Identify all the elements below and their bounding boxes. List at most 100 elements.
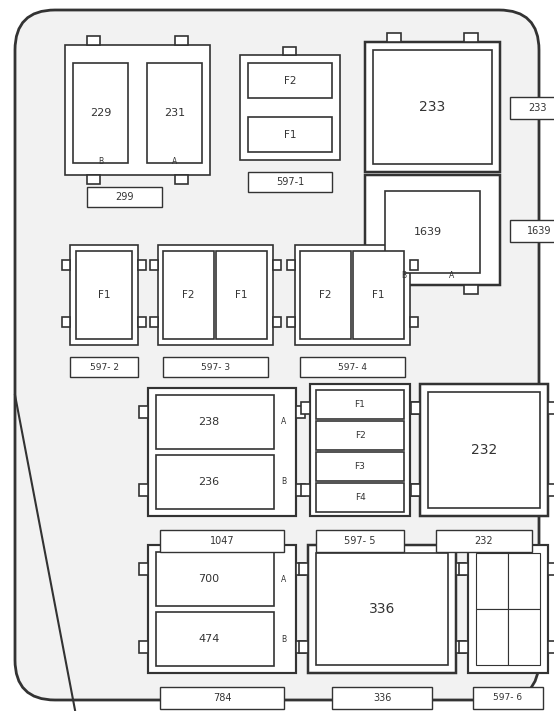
Bar <box>316 530 404 552</box>
Bar <box>87 175 100 184</box>
Text: A: A <box>281 417 286 427</box>
Text: 597-1: 597-1 <box>276 177 304 187</box>
Text: 597- 4: 597- 4 <box>338 363 367 372</box>
Bar <box>301 402 310 414</box>
Bar <box>456 641 465 653</box>
Text: A: A <box>172 156 177 166</box>
Text: 336: 336 <box>373 693 391 703</box>
Text: A: A <box>449 270 454 279</box>
Bar <box>310 384 410 516</box>
Bar <box>175 175 188 184</box>
Text: 1639: 1639 <box>413 227 442 237</box>
Bar <box>410 260 418 270</box>
Bar <box>287 260 295 270</box>
Bar <box>300 251 351 339</box>
Bar <box>420 384 548 516</box>
Bar <box>87 187 162 207</box>
Text: 233: 233 <box>529 103 547 113</box>
Text: 232: 232 <box>475 536 493 546</box>
Bar <box>464 285 478 294</box>
Bar <box>148 388 296 516</box>
Bar <box>296 406 305 418</box>
Bar <box>459 641 468 653</box>
Bar <box>316 452 404 481</box>
Bar <box>156 395 274 449</box>
Bar <box>508 553 540 609</box>
Bar <box>139 641 148 653</box>
Bar <box>296 484 305 496</box>
Bar <box>464 33 478 42</box>
Text: B: B <box>402 270 407 279</box>
Bar <box>138 317 146 327</box>
Bar <box>316 483 404 512</box>
Bar <box>387 33 401 42</box>
Bar <box>248 117 332 152</box>
Bar <box>139 406 148 418</box>
Text: 233: 233 <box>419 100 445 114</box>
Bar <box>283 47 296 55</box>
Text: F1: F1 <box>284 129 296 139</box>
Text: 229: 229 <box>90 108 111 118</box>
Bar <box>410 484 419 496</box>
Bar <box>476 609 508 665</box>
Bar <box>287 317 295 327</box>
Bar <box>76 251 132 339</box>
Bar <box>548 563 554 575</box>
Text: F2: F2 <box>355 431 366 440</box>
Bar <box>385 191 480 273</box>
Text: B: B <box>98 156 103 166</box>
Bar <box>473 687 543 709</box>
Text: 597- 5: 597- 5 <box>344 536 376 546</box>
Bar <box>299 563 308 575</box>
Bar <box>148 545 296 673</box>
Text: B: B <box>281 634 286 643</box>
Bar <box>273 317 281 327</box>
Bar <box>410 402 419 414</box>
Bar <box>510 220 554 242</box>
Bar <box>175 36 188 45</box>
Bar <box>510 97 554 119</box>
Bar <box>365 42 500 172</box>
Bar <box>468 545 548 673</box>
Bar <box>156 552 274 606</box>
Text: A: A <box>281 574 286 584</box>
Text: F1: F1 <box>355 400 366 409</box>
Bar <box>456 563 465 575</box>
Bar <box>139 484 148 496</box>
Text: B: B <box>281 478 286 486</box>
Text: 597- 3: 597- 3 <box>201 363 230 372</box>
Bar <box>216 251 267 339</box>
Bar <box>62 260 70 270</box>
Text: 700: 700 <box>198 574 219 584</box>
Bar <box>158 245 273 345</box>
Bar <box>299 641 308 653</box>
Bar <box>139 563 148 575</box>
Bar <box>163 251 214 339</box>
Bar <box>87 36 100 45</box>
Text: 299: 299 <box>115 192 134 202</box>
Bar <box>273 260 281 270</box>
Bar <box>240 55 340 160</box>
Bar <box>147 63 202 163</box>
Bar <box>316 421 404 450</box>
Bar <box>295 245 410 345</box>
Bar <box>548 641 554 653</box>
Bar <box>411 402 420 414</box>
Bar <box>353 251 404 339</box>
Text: F3: F3 <box>355 462 366 471</box>
Bar <box>308 545 456 673</box>
Bar <box>248 172 332 192</box>
Bar <box>160 687 284 709</box>
Bar <box>316 390 404 419</box>
Bar <box>296 641 305 653</box>
Bar <box>387 285 401 294</box>
Text: F4: F4 <box>355 493 366 502</box>
Text: 232: 232 <box>471 443 497 457</box>
Bar <box>70 357 138 377</box>
Bar <box>296 563 305 575</box>
Bar <box>476 553 508 609</box>
Text: 1639: 1639 <box>527 226 551 236</box>
Bar <box>365 175 500 285</box>
Text: F1: F1 <box>372 290 384 300</box>
Text: 597- 6: 597- 6 <box>494 693 522 702</box>
